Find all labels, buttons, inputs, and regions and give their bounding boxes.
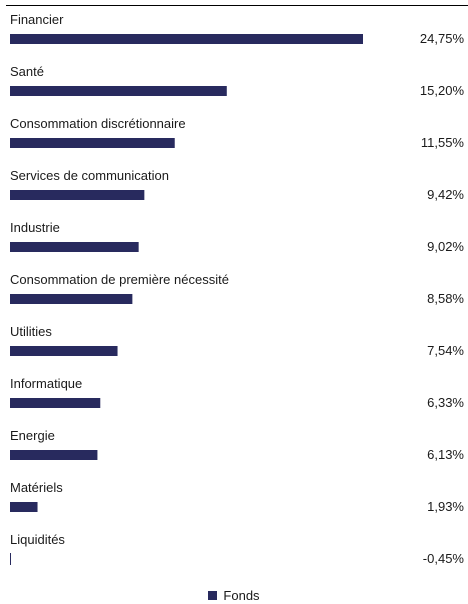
category-label: Financier [10,12,64,27]
category-label: Services de communication [10,168,169,183]
bar [10,502,38,512]
category-label: Informatique [10,376,82,391]
value-label: -0,45% [423,551,465,566]
bar [10,34,363,44]
bar [10,346,118,356]
value-label: 9,02% [427,239,464,254]
legend-label-fonds: Fonds [223,588,260,603]
value-label: 1,93% [427,499,464,514]
legend: Fonds [0,588,468,604]
bar [10,190,145,200]
bar [10,450,98,460]
bar [10,86,227,96]
bar [10,398,101,408]
bar [10,138,175,148]
bar [10,242,139,252]
value-label: 7,54% [427,343,464,358]
category-label: Utilities [10,324,52,339]
legend-swatch-fonds [208,591,218,600]
top-rule [6,5,468,6]
value-label: 15,20% [420,83,465,98]
category-label: Liquidités [10,532,65,547]
value-label: 8,58% [427,291,464,306]
category-label: Energie [10,428,55,443]
value-label: 24,75% [420,31,465,46]
value-label: 9,42% [427,187,464,202]
category-label: Matériels [10,480,63,495]
value-label: 6,33% [427,395,464,410]
category-label: Industrie [10,220,60,235]
category-label: Consommation discrétionnaire [10,116,186,131]
value-label: 6,13% [427,447,464,462]
category-label: Consommation de première nécessité [10,272,229,287]
value-label: 11,55% [421,135,465,150]
bar [10,294,133,304]
bar [10,553,11,565]
category-label: Santé [10,64,44,79]
